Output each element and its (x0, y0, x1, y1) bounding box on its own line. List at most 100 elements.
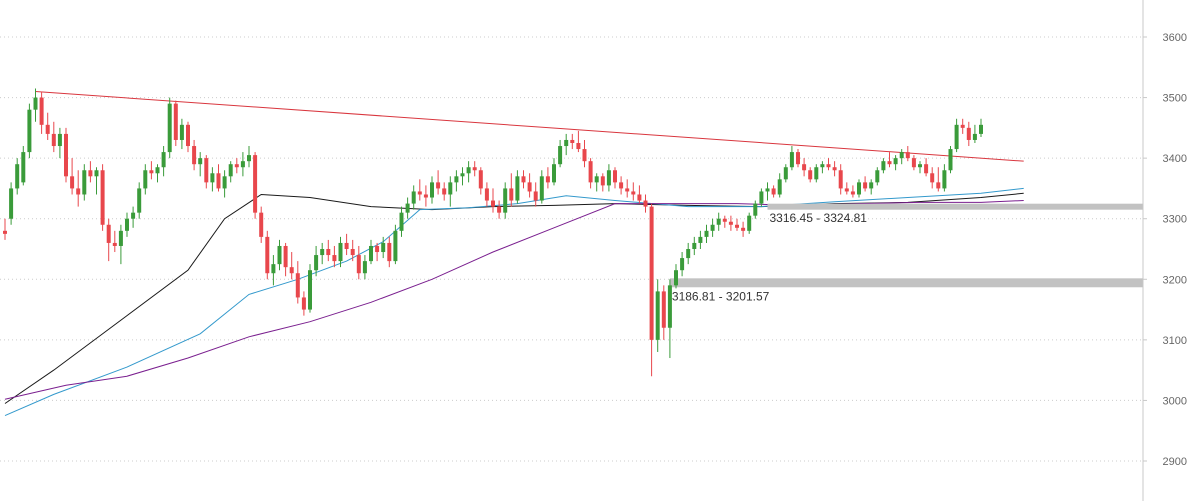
candle (936, 167, 941, 192)
candle (271, 255, 276, 286)
candle (497, 200, 502, 219)
candle (521, 170, 526, 189)
candle (735, 218, 739, 231)
candle-body (320, 249, 325, 256)
candle-body (332, 255, 337, 262)
candle (82, 164, 87, 201)
zone-label: 3316.45 - 3324.81 (770, 211, 868, 225)
candle-body (588, 161, 593, 183)
candle-body (918, 164, 922, 168)
candle (161, 146, 166, 177)
candle-body (722, 218, 727, 222)
candles (3, 88, 983, 377)
candle-body (173, 103, 178, 140)
candle-body (661, 291, 666, 328)
candle-body (637, 194, 642, 201)
y-tick-label: 3300 (1163, 214, 1187, 226)
y-tick-label: 3000 (1163, 395, 1187, 407)
candle-body (484, 188, 489, 201)
candle (942, 164, 947, 192)
candle (796, 149, 800, 168)
candle (582, 139, 587, 168)
candle (240, 152, 245, 177)
candle (3, 218, 7, 240)
candle-body (253, 155, 258, 213)
candle-body (783, 167, 788, 180)
candle (887, 152, 892, 168)
candle (753, 200, 758, 219)
candle (771, 185, 776, 198)
candle (76, 170, 81, 207)
candle (631, 182, 636, 201)
candle-body (3, 230, 7, 234)
candle-body (27, 109, 32, 153)
candle (533, 182, 538, 207)
candle-body (558, 146, 563, 165)
candle (423, 185, 428, 207)
candle (832, 161, 837, 177)
candle (131, 206, 136, 228)
candle (808, 167, 813, 183)
candle (911, 155, 916, 171)
candle (289, 252, 294, 280)
candle (844, 182, 849, 195)
candle (369, 239, 373, 265)
candle-body (216, 173, 221, 189)
candle (442, 182, 447, 201)
candle-body (863, 182, 868, 189)
candle (960, 118, 965, 134)
candle (253, 152, 258, 219)
candle (308, 264, 312, 313)
candle-body (326, 249, 331, 256)
candle-body (442, 188, 447, 195)
candle (600, 173, 605, 192)
candle-body (9, 188, 14, 219)
candle (667, 279, 672, 359)
candle-body (356, 255, 361, 274)
candle (765, 182, 770, 201)
candle-body (692, 242, 697, 249)
candle-body (545, 176, 550, 183)
candle-body (283, 245, 288, 268)
candle-body (924, 164, 929, 174)
candle (918, 161, 922, 174)
candle-body (979, 124, 983, 134)
candle (204, 155, 209, 189)
candle-body (930, 173, 935, 183)
candle (759, 188, 764, 207)
candle-body (137, 188, 142, 213)
candle-body (308, 270, 312, 310)
candle (265, 230, 270, 280)
candle-body (552, 164, 556, 183)
y-tick-label: 2900 (1163, 456, 1187, 468)
candle-body (387, 242, 392, 262)
support-zone (767, 203, 1143, 210)
candle-body (570, 139, 575, 143)
candle-body (576, 143, 581, 150)
candle (210, 167, 215, 192)
candle-body (247, 155, 251, 162)
candle-body (295, 273, 300, 298)
candle-body (45, 124, 50, 134)
candle-body (362, 261, 367, 274)
candle-body (460, 173, 465, 177)
candle-body (466, 167, 471, 174)
candle-body (375, 245, 380, 253)
y-tick-label: 3100 (1163, 335, 1187, 347)
candle (576, 130, 581, 153)
candle (893, 155, 898, 171)
candle (411, 185, 416, 210)
candle-body (869, 182, 874, 189)
candle-body (515, 176, 520, 201)
candle-body (655, 291, 660, 340)
candle-body (521, 176, 526, 183)
candle (277, 239, 282, 271)
candle (436, 170, 441, 195)
candle (228, 161, 233, 183)
candle (594, 173, 599, 192)
candle-body (850, 191, 855, 195)
candle (930, 167, 935, 189)
candle (881, 158, 886, 174)
candle (637, 185, 642, 204)
